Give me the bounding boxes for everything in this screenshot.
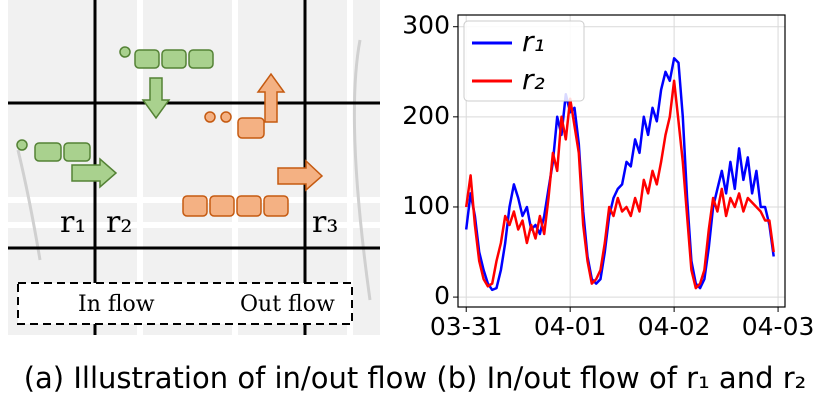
- legend-label: r₁: [522, 25, 545, 58]
- in-taxis: [16, 46, 214, 162]
- region-label: r₃: [312, 205, 338, 240]
- x-tick-label: 04-03: [742, 312, 815, 341]
- plot-frame: [457, 14, 786, 308]
- x-tick-label: 04-01: [534, 312, 607, 341]
- caption-b: (b) In/out flow of r₁ and r₂: [436, 361, 806, 395]
- series-line: [464, 57, 775, 292]
- y-tick-label: 0: [434, 281, 450, 310]
- region-label: r₂: [106, 205, 132, 240]
- region-label: r₁: [60, 205, 86, 240]
- legend-label: In flow: [78, 292, 155, 317]
- y-tick-label: 300: [402, 11, 450, 40]
- caption: (a) Illustration of in/out flow (b) In/o…: [24, 361, 807, 395]
- legend-label: r₂: [522, 63, 545, 96]
- y-tick-label: 200: [402, 101, 450, 130]
- y-tick-label: 100: [402, 191, 450, 220]
- out-taxis: [182, 111, 289, 217]
- illustration-legend: [17, 282, 353, 325]
- legend-label: Out flow: [240, 292, 335, 317]
- line-chart: 0 100 200 300 03-31 04-01 04-02 04-03 r₁ r₂: [402, 11, 814, 341]
- series-line: [464, 79, 775, 290]
- caption-a: (a) Illustration of in/out flow: [24, 361, 427, 395]
- illustration: r₁ r₂ r₃ In flow Out flow: [8, 0, 380, 335]
- x-tick-label: 03-31: [430, 312, 503, 341]
- x-tick-label: 04-02: [638, 312, 711, 341]
